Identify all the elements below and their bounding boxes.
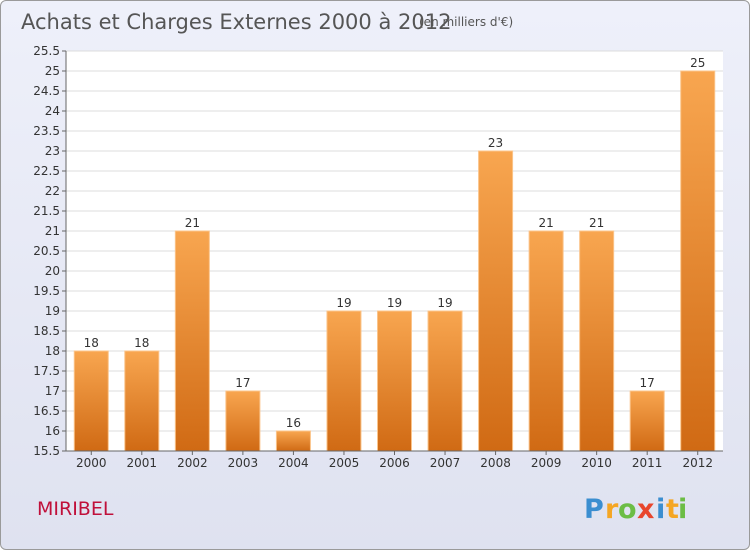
bar-value-label: 18 — [84, 336, 99, 350]
x-tick-label: 2004 — [278, 456, 309, 470]
bar — [629, 390, 665, 452]
logo-letter: x — [637, 494, 654, 525]
logo-letter: t — [666, 494, 679, 525]
y-axis: 15.5 16 16.5 17 17.5 18 18.5 19 19.5 20 20.5 21 21.5… — [33, 44, 67, 458]
bar-value-label: 19 — [336, 296, 351, 310]
y-tick-label: 19 — [45, 304, 60, 318]
x-tick-label: 2005 — [329, 456, 360, 470]
y-tick-label: 23 — [45, 144, 60, 158]
logo-letter: r — [605, 494, 619, 525]
bars-layer: 18 18 21 17 16 19 19 19 23 21 21 17 25 — [73, 56, 716, 452]
y-tick-label: 22 — [45, 184, 60, 198]
y-tick-label: 18.5 — [33, 324, 60, 338]
x-tick-label: 2002 — [177, 456, 208, 470]
y-tick-label: 16 — [45, 424, 60, 438]
bar — [326, 310, 362, 452]
x-tick-label: 2012 — [682, 456, 713, 470]
y-tick-label: 24.5 — [33, 84, 60, 98]
logo-letter: P — [584, 494, 604, 525]
y-tick-label: 24 — [45, 104, 60, 118]
bar-value-label: 19 — [437, 296, 452, 310]
y-tick-label: 21.5 — [33, 204, 60, 218]
bar — [275, 430, 311, 452]
x-tick-label: 2008 — [480, 456, 511, 470]
bar — [528, 230, 564, 452]
bar-value-label: 18 — [134, 336, 149, 350]
bar — [73, 350, 109, 452]
y-tick-label: 25.5 — [33, 44, 60, 58]
bar — [478, 150, 514, 452]
logo-letter: o — [618, 494, 637, 525]
bar — [124, 350, 160, 452]
bar — [579, 230, 615, 452]
bar-value-label: 21 — [538, 216, 553, 230]
place-label: MIRIBEL — [37, 498, 114, 520]
chart-title: Achats et Charges Externes 2000 à 2012 — [21, 10, 451, 34]
bar — [680, 70, 716, 452]
y-tick-label: 17 — [45, 384, 60, 398]
bar — [427, 310, 463, 452]
y-tick-label: 20 — [45, 264, 60, 278]
bar-value-label: 23 — [488, 136, 503, 150]
y-tick-label: 18 — [45, 344, 60, 358]
x-axis: 2000 2001 2002 2003 2004 2005 2006 2007 2008 2009… — [66, 450, 723, 470]
y-tick-label: 20.5 — [33, 244, 60, 258]
chart-subtitle: (en milliers d'€) — [419, 15, 513, 29]
logo-letter: i — [678, 494, 687, 525]
x-tick-label: 2000 — [76, 456, 107, 470]
y-tick-label: 21 — [45, 224, 60, 238]
bar-value-label: 21 — [185, 216, 200, 230]
x-tick-label: 2011 — [632, 456, 663, 470]
y-tick-label: 22.5 — [33, 164, 60, 178]
bar-value-label: 21 — [589, 216, 604, 230]
y-tick-label: 25 — [45, 64, 60, 78]
x-tick-label: 2006 — [379, 456, 410, 470]
bar-value-label: 17 — [640, 376, 655, 390]
bar — [174, 230, 210, 452]
y-tick-label: 19.5 — [33, 284, 60, 298]
bar — [377, 310, 412, 452]
bar-value-label: 16 — [286, 416, 301, 430]
y-tick-label: 17.5 — [33, 364, 60, 378]
bar-value-label: 19 — [387, 296, 402, 310]
x-tick-label: 2010 — [581, 456, 612, 470]
x-tick-label: 2003 — [228, 456, 259, 470]
bar — [225, 390, 261, 452]
y-tick-label: 16.5 — [33, 404, 60, 418]
x-tick-label: 2009 — [531, 456, 562, 470]
x-tick-label: 2007 — [430, 456, 461, 470]
bar-value-label: 25 — [690, 56, 705, 70]
y-tick-label: 23.5 — [33, 124, 60, 138]
bar-value-label: 17 — [235, 376, 250, 390]
y-tick-label: 15.5 — [33, 444, 60, 458]
logo-letter: i — [656, 494, 665, 525]
x-tick-label: 2001 — [127, 456, 158, 470]
